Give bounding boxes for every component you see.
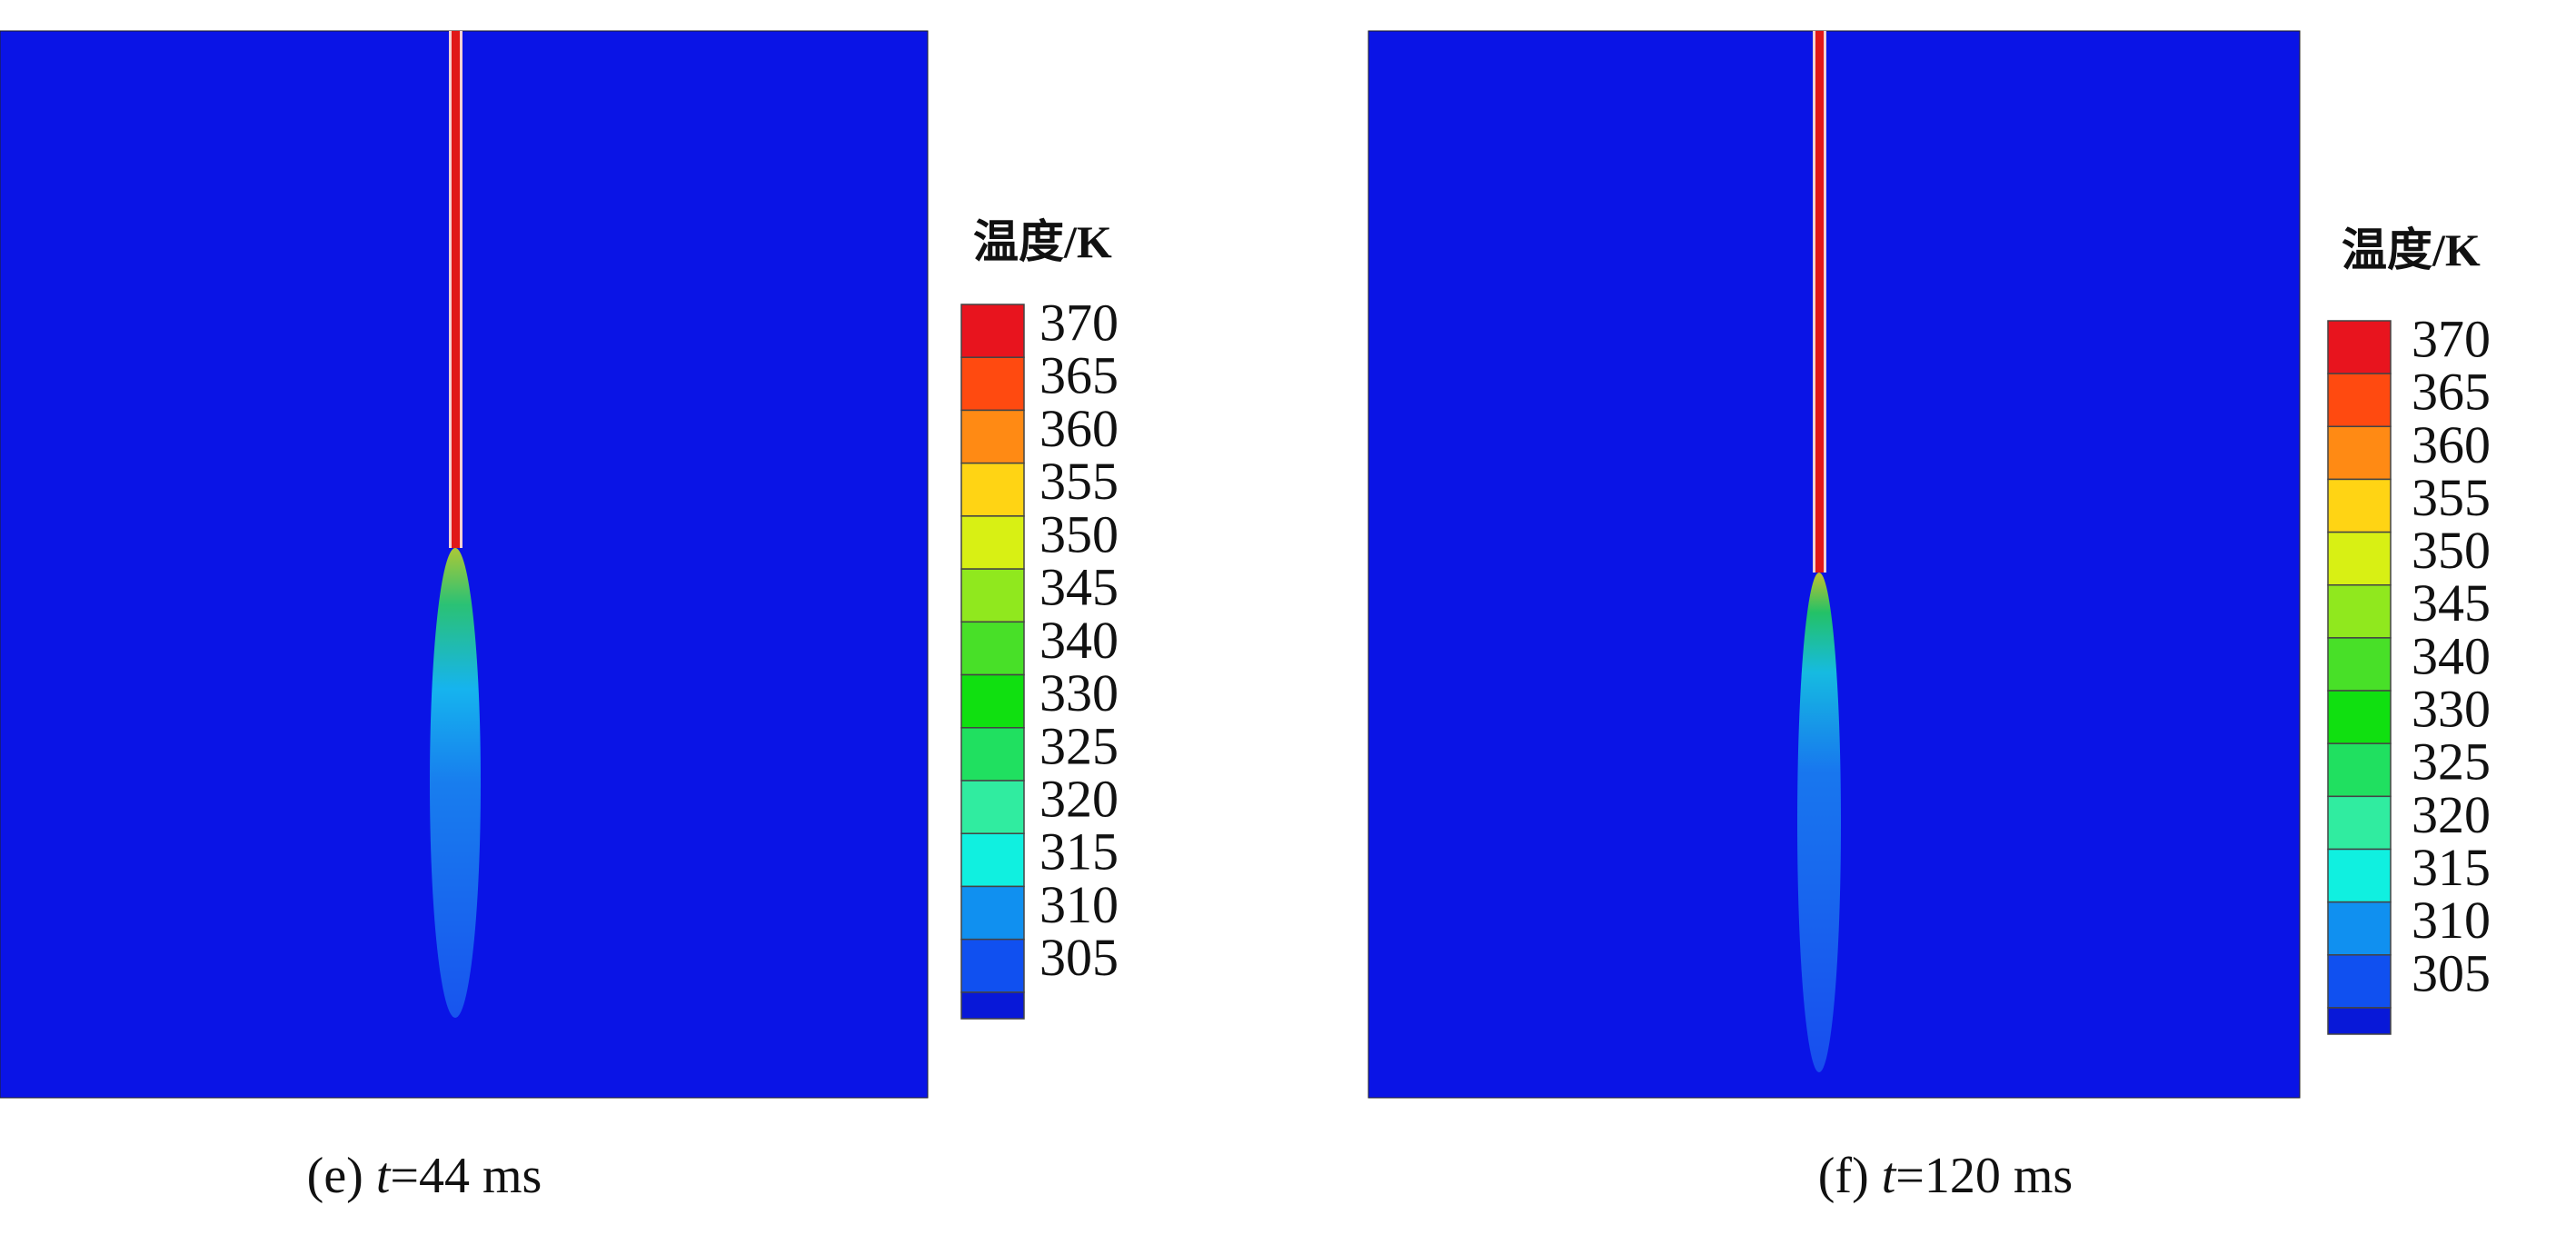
colorbar-label: 345 [2412, 573, 2491, 632]
colorbar-segment [960, 462, 1025, 517]
colorbar-label: 340 [1039, 611, 1119, 670]
colorbar-label: 340 [2412, 626, 2491, 685]
colorbar-label: 360 [2412, 415, 2491, 474]
colorbar-label: 330 [1039, 663, 1119, 722]
colorbar-label: 315 [2412, 838, 2491, 897]
colorbar-segment [2327, 583, 2392, 639]
colorbar-segment [2327, 478, 2392, 533]
colorbar-label: 355 [2412, 468, 2491, 527]
colorbar-segment [2327, 690, 2392, 744]
colorbar-segment [960, 832, 1025, 888]
colorbar-segment [2327, 531, 2392, 586]
colorbar-label: 305 [1039, 928, 1119, 987]
caption-label: (f) [1818, 1148, 1869, 1204]
legend-title: 温度/K [973, 216, 1112, 267]
colorbar-label: 360 [1039, 399, 1119, 458]
caption-value: =120 ms [1895, 1148, 2073, 1204]
colorbar-segment [960, 885, 1025, 941]
colorbar-segment [2327, 425, 2392, 481]
colorbar-label: 320 [2412, 785, 2491, 844]
colorbar-segment [2327, 373, 2392, 428]
colorbar-segment [960, 991, 1025, 1020]
colorbar-label: 310 [2412, 891, 2491, 950]
caption-variable: t [1882, 1148, 1897, 1204]
colorbar-label: 355 [1039, 452, 1119, 511]
caption-variable: t [376, 1148, 392, 1204]
colorbar-label: 345 [1039, 558, 1119, 617]
panel: 温度/K 370365360355350345340330325320315310… [0, 30, 1119, 1204]
colorbar-segment [960, 673, 1025, 729]
colorbar-label: 330 [2412, 680, 2491, 739]
colorbar-label: 365 [2412, 363, 2491, 422]
colorbar-label: 370 [2412, 309, 2491, 368]
colorbar-label: 350 [2412, 521, 2491, 580]
colorbar-label: 365 [1039, 346, 1119, 405]
colorbar-label: 350 [1039, 504, 1119, 563]
colorbar-segment [960, 568, 1025, 623]
caption-value: =44 ms [390, 1148, 542, 1204]
colorbar-label: 310 [1039, 875, 1119, 934]
colorbar-segment [960, 621, 1025, 676]
colorbar-segment [2327, 901, 2392, 956]
legend-title: 温度/K [2342, 224, 2481, 275]
colorbar-label: 320 [1039, 770, 1119, 829]
caption: (e) t=44 ms [307, 1148, 542, 1204]
plume [430, 548, 481, 1018]
colorbar-label: 305 [2412, 943, 2491, 1002]
nozzle-core [1815, 31, 1824, 573]
colorbar-label: 370 [1039, 294, 1119, 353]
colorbar-segment [960, 409, 1025, 464]
colorbar-segment [960, 780, 1025, 834]
colorbar-segment [960, 356, 1025, 412]
caption: (f) t=120 ms [1818, 1148, 2073, 1204]
colorbar-segment [2327, 1007, 2392, 1035]
colorbar-label: 325 [1039, 716, 1119, 775]
colorbar-segment [960, 515, 1025, 570]
colorbar-segment [2327, 848, 2392, 903]
colorbar-segment [2327, 320, 2392, 374]
colorbar-label: 325 [2412, 732, 2491, 792]
colorbar-label: 315 [1039, 822, 1119, 881]
colorbar-segment [960, 938, 1025, 993]
colorbar-segment [960, 304, 1025, 358]
colorbar-segment [2327, 742, 2392, 798]
colorbar-segment [2327, 637, 2392, 692]
nozzle-core [452, 31, 460, 548]
colorbar-segment [2327, 795, 2392, 851]
colorbar-segment [960, 727, 1025, 782]
plume [1797, 573, 1841, 1072]
panel: 温度/K 370365360355350345340330325320315310… [1368, 30, 2491, 1204]
caption-label: (e) [307, 1148, 363, 1204]
colorbar-segment [2327, 954, 2392, 1009]
